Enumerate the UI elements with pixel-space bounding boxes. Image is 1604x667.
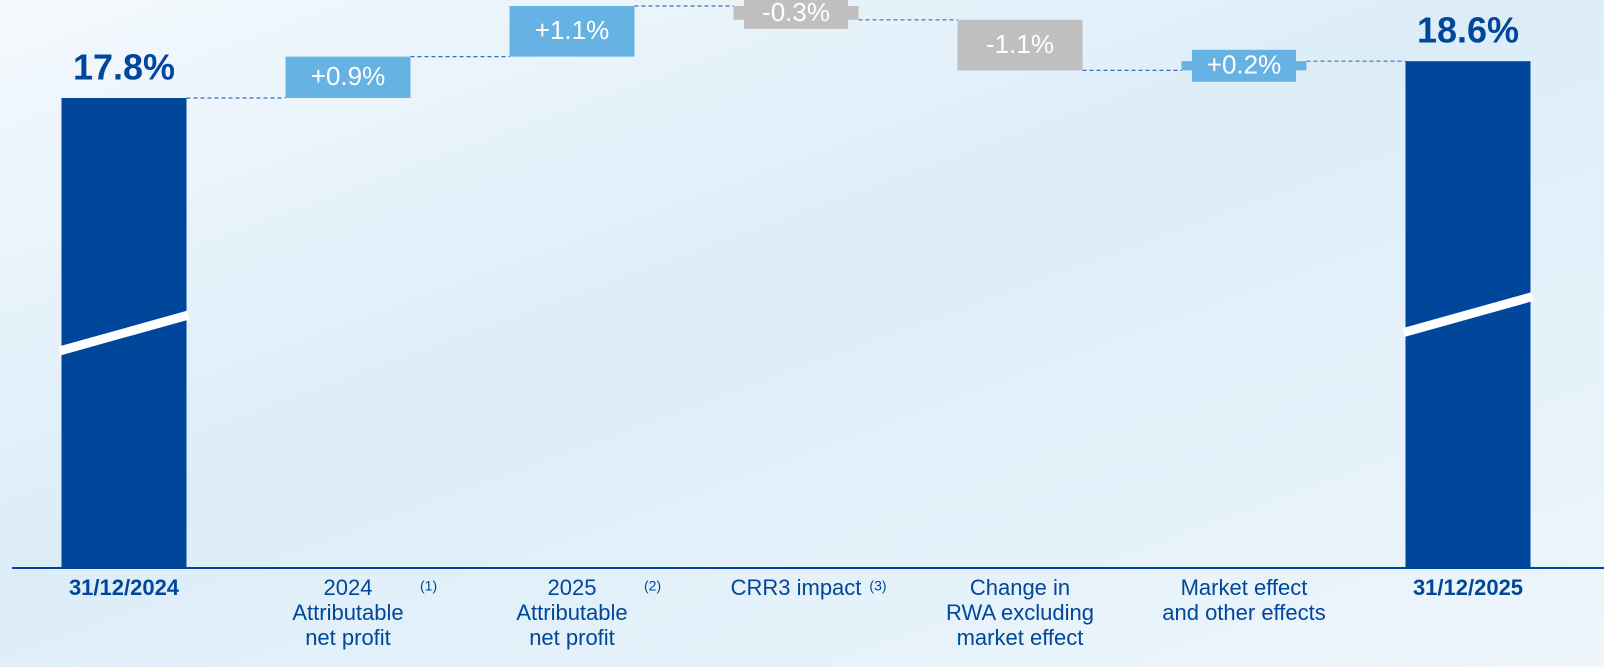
x-tick-label: CRR3 impact	[731, 575, 862, 600]
axis-break	[58, 310, 190, 356]
x-tick-label: Market effect	[1181, 575, 1308, 600]
label-box	[1192, 49, 1296, 82]
value-label: +0.2%	[1207, 50, 1281, 80]
delta-bar	[285, 56, 411, 98]
value-label: -1.1%	[986, 29, 1054, 59]
value-label: +0.9%	[311, 61, 385, 91]
value-label: 18.6%	[1417, 10, 1519, 51]
x-tick-label: 2025	[548, 575, 597, 600]
label-box	[744, 0, 848, 29]
x-tick-label: 31/12/2024	[69, 575, 180, 600]
delta-bar	[509, 6, 635, 57]
footnote: (3)	[869, 578, 886, 594]
x-tick-label: Attributable	[292, 600, 403, 625]
axis-break	[1402, 292, 1534, 337]
delta-bar	[957, 19, 1083, 71]
value-label: 17.8%	[73, 47, 175, 88]
x-tick-label: Change in	[970, 575, 1070, 600]
x-tick-label: net profit	[305, 625, 391, 650]
x-tick-label: Attributable	[516, 600, 627, 625]
x-tick-label: net profit	[529, 625, 615, 650]
x-tick-label: and other effects	[1162, 600, 1326, 625]
value-label: -0.3%	[762, 0, 830, 27]
x-tick-label: RWA excluding	[946, 600, 1094, 625]
x-tick-label: 31/12/2025	[1413, 575, 1523, 600]
footnote: (1)	[420, 578, 437, 594]
x-tick-label: 2024	[324, 575, 373, 600]
footnote: (2)	[644, 578, 661, 594]
value-label: +1.1%	[535, 15, 609, 45]
x-tick-label: market effect	[957, 625, 1084, 650]
